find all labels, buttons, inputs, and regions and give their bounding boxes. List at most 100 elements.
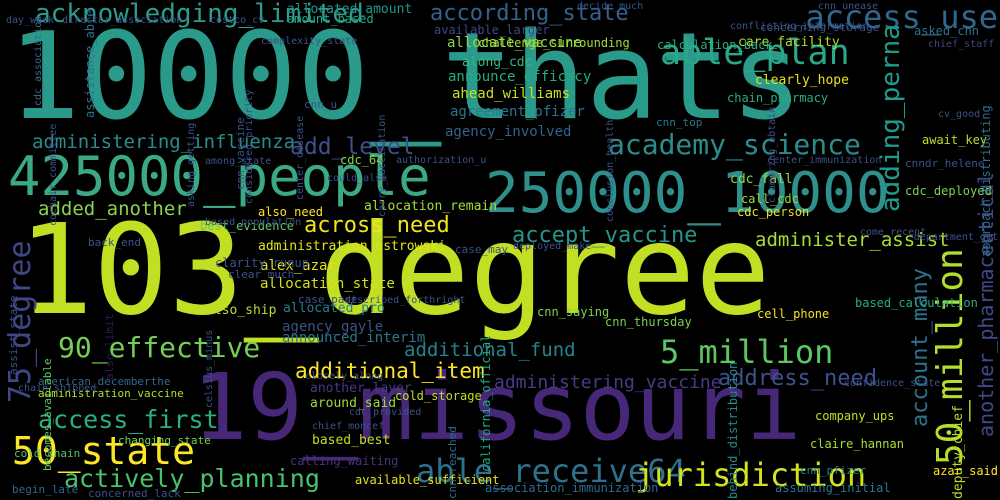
cloud-word: allocate_vaccine xyxy=(447,35,582,51)
cloud-word: administering_vaccine xyxy=(494,372,722,393)
cloud-word: academy_science xyxy=(608,128,861,161)
cloud-word: california_official xyxy=(479,334,493,472)
cloud-word: cdc_provided xyxy=(349,407,422,418)
cloud-word: amount_based xyxy=(287,12,374,26)
cloud-word: chief_moncef xyxy=(312,421,385,432)
cloud-word: deployed_make xyxy=(513,241,592,252)
cloud-word: authorization_u xyxy=(396,155,487,166)
cloud-word: come_recent xyxy=(860,227,927,238)
cloud-word: cv_good xyxy=(938,109,981,120)
cloud-word: costco_cv xyxy=(210,15,265,26)
cloud-word: agency_involved xyxy=(445,124,572,140)
cloud-word: case_past xyxy=(298,293,358,306)
cloud-word: 103_degree xyxy=(18,198,771,343)
cloud-word: along_cdc xyxy=(462,55,533,70)
cloud-word: around_said xyxy=(310,396,397,411)
cloud-word: announce_efficacy xyxy=(448,69,592,85)
cloud-word: cnn_unease xyxy=(818,1,879,12)
cloud-word: cdc_deployed xyxy=(905,184,992,198)
cloud-word: additional_fund xyxy=(404,339,576,361)
cloud-word: add_level xyxy=(290,134,415,160)
cloud-word: assist_state xyxy=(7,295,20,375)
cloud-word: cochair_committee xyxy=(48,123,59,226)
cloud-word: able_plan xyxy=(660,33,850,73)
cloud-word: conclusion_health xyxy=(605,119,616,222)
cloud-word: calling_waiting xyxy=(290,454,399,468)
cloud-word: cdc_fall xyxy=(730,172,793,187)
cloud-word: among_state xyxy=(205,156,272,167)
cloud-word: cnn_vaccine xyxy=(234,117,247,190)
cloud-word: clearly_hope xyxy=(755,73,849,88)
cloud-word: department_get xyxy=(913,232,998,243)
cloud-word: association_immunization xyxy=(485,481,659,495)
cloud-word: clamoring_obtain xyxy=(767,106,778,203)
cloud-word: chief_staff xyxy=(928,39,995,50)
cloud-word: assuming_initial xyxy=(775,481,891,495)
cloud-word: case_may xyxy=(455,243,508,256)
cloud-word: accept_vaccine xyxy=(512,223,698,248)
cloud-word: cnn_thursday xyxy=(605,315,692,329)
cloud-word: account_many xyxy=(908,268,933,427)
cloud-word: complexity_state xyxy=(261,36,358,47)
cloud-word: access_first xyxy=(38,405,219,434)
cloud-word: cdc_association xyxy=(33,15,44,106)
cloud-word: also_ship xyxy=(206,303,277,318)
cloud-word: access_use xyxy=(805,0,998,36)
cloud-word: await_key xyxy=(922,133,988,147)
cloud-word: allocated_amount xyxy=(287,2,413,17)
cloud-word: alex_azar xyxy=(260,258,336,274)
cloud-word: allocation_state xyxy=(260,276,395,292)
cloud-word: address_need xyxy=(718,366,877,391)
cloud-word: cell_phone xyxy=(757,307,830,321)
cloud-word: azar_said xyxy=(932,464,998,478)
cloud-word: begin_late xyxy=(12,483,79,496)
cloud-word: carry_vaccination xyxy=(377,114,388,217)
cloud-word: clear_much xyxy=(228,268,295,281)
cloud-word: concerning_storage xyxy=(760,21,880,34)
cloud-word: could_also xyxy=(327,173,388,184)
cloud-word: 10000_thats xyxy=(8,8,803,147)
cloud-word: back_end xyxy=(88,236,141,249)
cloud-word: cnn_reached xyxy=(446,426,459,499)
cloud-word: cold_storage xyxy=(395,389,482,403)
cloud-word: also_limit xyxy=(103,313,116,380)
cloud-word: cold_chain xyxy=(14,447,81,460)
cloud-word: director_association xyxy=(62,15,183,26)
cloud-word: changing_state xyxy=(118,434,211,447)
cloud-word: closely_along xyxy=(305,371,384,382)
cloud-word: center_disease xyxy=(295,115,306,200)
cloud-word: acknowledging_limited xyxy=(35,0,364,29)
cloud-word: clarity_runup xyxy=(215,256,309,270)
cloud-word: additional_item xyxy=(295,359,485,383)
cloud-word: 5_million xyxy=(660,333,834,371)
cloud-word: becomes_available xyxy=(41,358,54,471)
cloud-word: across_need xyxy=(304,213,450,238)
cloud-word: based_calculation xyxy=(855,296,978,310)
cloud-word: allocated_pro xyxy=(283,301,385,316)
cloud-word: allocation_remain xyxy=(364,199,498,214)
cloud-word: described_forthright xyxy=(345,295,466,306)
cloud-word: jurisdiction xyxy=(635,456,867,494)
cloud-word: 19_missouri xyxy=(192,354,802,461)
cloud-word: best_evidence xyxy=(200,219,294,233)
cloud-word: decide_much xyxy=(577,1,644,12)
cloud-word: 90_effective xyxy=(58,331,261,364)
cloud-word: asked_cnn xyxy=(914,24,980,38)
cloud-word: administration_vaccine xyxy=(38,387,184,400)
cloud-word: call_cdc xyxy=(741,192,799,206)
cloud-word: available_sufficient xyxy=(355,473,500,487)
cloud-word: conflicting_information xyxy=(730,21,869,32)
cloud-word: agreement_pfizer xyxy=(450,104,585,120)
cloud-word: 250000_10000 xyxy=(485,161,890,226)
cloud-word: ahead_williams xyxy=(452,86,571,102)
cloud-word: cdc_64 xyxy=(340,153,384,167)
cloud-word: cnn_saying xyxy=(537,305,610,319)
cloud-word: actively_planning xyxy=(64,464,320,493)
cloud-word: challenge_surrounding xyxy=(478,36,630,50)
cloud-word: administration_ostrowski xyxy=(258,239,446,254)
cloud-word: claire_hannan xyxy=(810,437,904,451)
cloud-word: cnndr_helene xyxy=(905,157,985,170)
cloud-word: agency_gayle xyxy=(282,319,384,335)
cloud-word: center_immunization xyxy=(767,155,882,166)
